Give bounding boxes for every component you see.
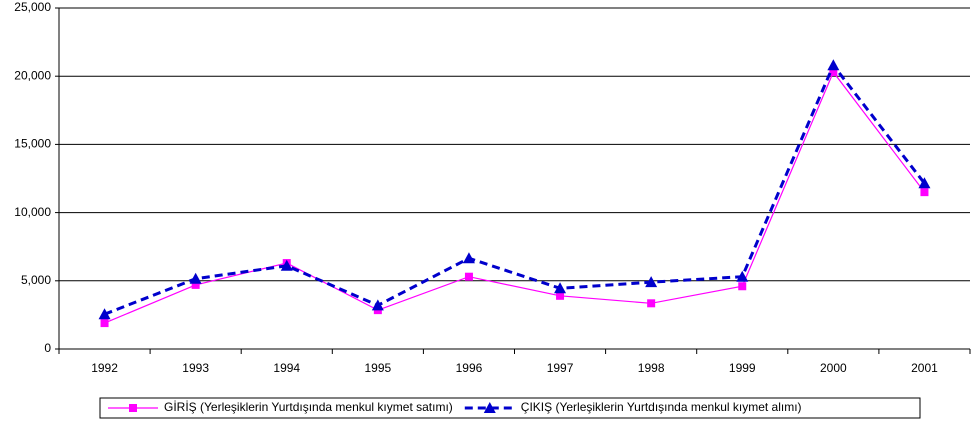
y-tick-label: 25,000 xyxy=(14,0,51,14)
x-tick-label: 1997 xyxy=(547,361,574,375)
marker xyxy=(98,308,111,320)
x-tick-label: 1992 xyxy=(91,361,118,375)
marker xyxy=(483,402,496,413)
marker xyxy=(464,272,473,281)
legend-label: ÇIKIŞ (Yerleşiklerin Yurtdışında menkul … xyxy=(521,400,802,414)
marker xyxy=(645,276,658,288)
x-tick-label: 2000 xyxy=(820,361,847,375)
marker xyxy=(129,404,137,412)
x-tick-label: 1993 xyxy=(182,361,209,375)
x-tick-label: 1994 xyxy=(273,361,300,375)
marker xyxy=(918,177,931,189)
marker xyxy=(738,282,747,291)
marker xyxy=(829,68,838,77)
x-tick-label: 2001 xyxy=(911,361,938,375)
marker xyxy=(647,299,656,308)
y-tick-label: 10,000 xyxy=(14,205,51,219)
series-line xyxy=(104,62,926,316)
y-tick-label: 0 xyxy=(44,341,51,355)
marker xyxy=(280,259,293,271)
marker xyxy=(462,252,475,264)
x-tick-label: 1995 xyxy=(364,361,391,375)
y-tick-label: 5,000 xyxy=(21,273,51,287)
x-tick-label: 1998 xyxy=(638,361,665,375)
marker xyxy=(191,280,200,289)
marker xyxy=(100,319,109,328)
marker xyxy=(556,291,565,300)
marker xyxy=(920,188,929,197)
legend-label: GİRİŞ (Yerleşiklerin Yurtdışında menkul … xyxy=(164,400,453,414)
series-line xyxy=(104,70,925,324)
marker xyxy=(736,270,749,282)
x-tick-label: 1996 xyxy=(456,361,483,375)
y-tick-label: 15,000 xyxy=(14,137,51,151)
marker xyxy=(371,299,384,311)
marker xyxy=(554,282,567,294)
marker xyxy=(827,59,840,71)
y-tick-label: 20,000 xyxy=(14,68,51,82)
x-tick-label: 1999 xyxy=(729,361,756,375)
marker xyxy=(189,272,202,284)
